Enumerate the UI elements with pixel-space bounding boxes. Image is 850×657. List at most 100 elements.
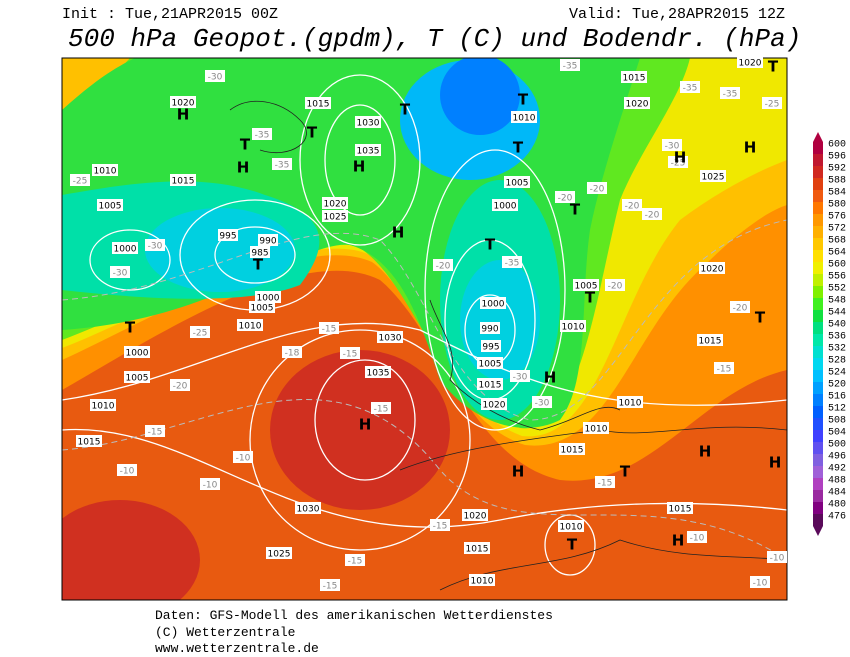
pressure-center: H [744, 139, 757, 157]
isobar-label-box [322, 210, 348, 222]
pressure-center: H [769, 454, 782, 472]
isobar-label: 1015 [623, 74, 646, 84]
isobar-label: 1000 [482, 300, 505, 310]
temperature-label-box [668, 156, 688, 168]
isobar-label-box [322, 197, 348, 209]
colorbar-swatch [813, 466, 823, 478]
colorbar-label: 508 [828, 416, 846, 427]
temperature-label-box [510, 370, 530, 382]
isobar-label-box [624, 97, 650, 109]
temperature-label: -20 [625, 202, 640, 212]
pressure-center: T [755, 309, 766, 327]
colorbar-label: 504 [828, 428, 846, 439]
isobar-label: 1015 [307, 100, 330, 110]
temperature-label: -30 [113, 269, 128, 279]
colorbar-label: 580 [828, 200, 846, 211]
temperature-label-box [145, 425, 165, 437]
isobar-label-box [481, 340, 501, 352]
isobar-label: 1015 [669, 505, 692, 515]
pressure-center: H [237, 159, 250, 177]
isobar-label-box [355, 116, 381, 128]
temperature-label: -20 [645, 211, 660, 221]
isobar-label-box [355, 144, 381, 156]
colorbar-swatch [813, 274, 823, 286]
temperature-label: -25 [193, 329, 208, 339]
pressure-center: H [699, 443, 712, 461]
colorbar-swatch [813, 418, 823, 430]
temperature-label-box [117, 464, 137, 476]
colorbar-label: 488 [828, 476, 846, 487]
isobar-label-box [90, 399, 116, 411]
pressure-center: T [620, 463, 631, 481]
temperature-label-box [170, 379, 190, 391]
pressure-center: H [177, 106, 190, 124]
colorbar-label: 572 [828, 224, 846, 235]
pressure-center: T [307, 124, 318, 142]
colorbar-label: 500 [828, 440, 846, 451]
map-frame [61, 57, 788, 601]
temperature-label-box [762, 97, 782, 109]
isobar-label: 1020 [483, 401, 506, 411]
temperature-label-box [605, 279, 625, 291]
temperature-label-box [555, 191, 575, 203]
temperature-label: -25 [765, 100, 780, 110]
isobar-label-box [462, 509, 488, 521]
isobar-label: 1000 [257, 294, 280, 304]
isobar-label: 995 [482, 343, 499, 353]
colorbar-swatch [813, 514, 823, 526]
pressure-center: T [400, 101, 411, 119]
colorbar-swatch [813, 346, 823, 358]
isobar-label: 1030 [357, 119, 380, 129]
temperature-label-box [730, 301, 750, 313]
temperature-label-box [680, 81, 700, 93]
temperature-label-box [642, 208, 662, 220]
temperature-label-box [345, 554, 365, 566]
temperature-label-box [205, 70, 225, 82]
isobar-label: 1025 [268, 550, 291, 560]
pressure-center: H [544, 369, 557, 387]
isobar-label-box [258, 234, 278, 246]
pressure-center: T [585, 289, 596, 307]
colorbar-swatch [813, 178, 823, 190]
temperature-label-box [767, 551, 787, 563]
footer-url: www.wetterzentrale.de [155, 641, 319, 656]
isobar-label-box [511, 111, 537, 123]
temperature-label-box [190, 326, 210, 338]
isobar-label: 1035 [357, 147, 380, 157]
colorbar-label: 544 [828, 308, 846, 319]
temperature-label-box [430, 519, 450, 531]
temperature-label-box [532, 396, 552, 408]
colorbar-swatch [813, 202, 823, 214]
colorbar-cap-top [813, 132, 823, 142]
temperature-label: -15 [374, 405, 389, 415]
isobar-label-box [170, 96, 196, 108]
isobar-label: 1020 [172, 99, 195, 109]
isobar-label-box [558, 520, 584, 532]
temperature-label-box [595, 476, 615, 488]
isobar-label-box [237, 319, 263, 331]
colorbar-label: 528 [828, 356, 846, 367]
isobar-label-box [617, 396, 643, 408]
pressure-center: T [485, 236, 496, 254]
colorbar-label: 584 [828, 188, 846, 199]
isobar-label: 1025 [702, 173, 725, 183]
isobar-label-box [170, 174, 196, 186]
temperature-label: -15 [598, 479, 613, 489]
colorbar-label: 588 [828, 176, 846, 187]
colorbar-label: 568 [828, 236, 846, 247]
temperature-label: -20 [558, 194, 573, 204]
isobar-label-box [464, 542, 490, 554]
colorbar-label: 556 [828, 272, 846, 283]
isobar-label-box [218, 229, 238, 241]
isobar-label-box [76, 435, 102, 447]
isobar-label: 1010 [560, 523, 583, 533]
temperature-label: -30 [208, 73, 223, 83]
colorbar-swatch [813, 394, 823, 406]
colorbar-label: 560 [828, 260, 846, 271]
colorbar-swatch [813, 358, 823, 370]
isobar-label: 1015 [78, 438, 101, 448]
colorbar-label: 536 [828, 332, 846, 343]
isobar-label-box [477, 378, 503, 390]
isobar-label-box [255, 291, 281, 303]
temperature-label: -10 [236, 454, 251, 464]
